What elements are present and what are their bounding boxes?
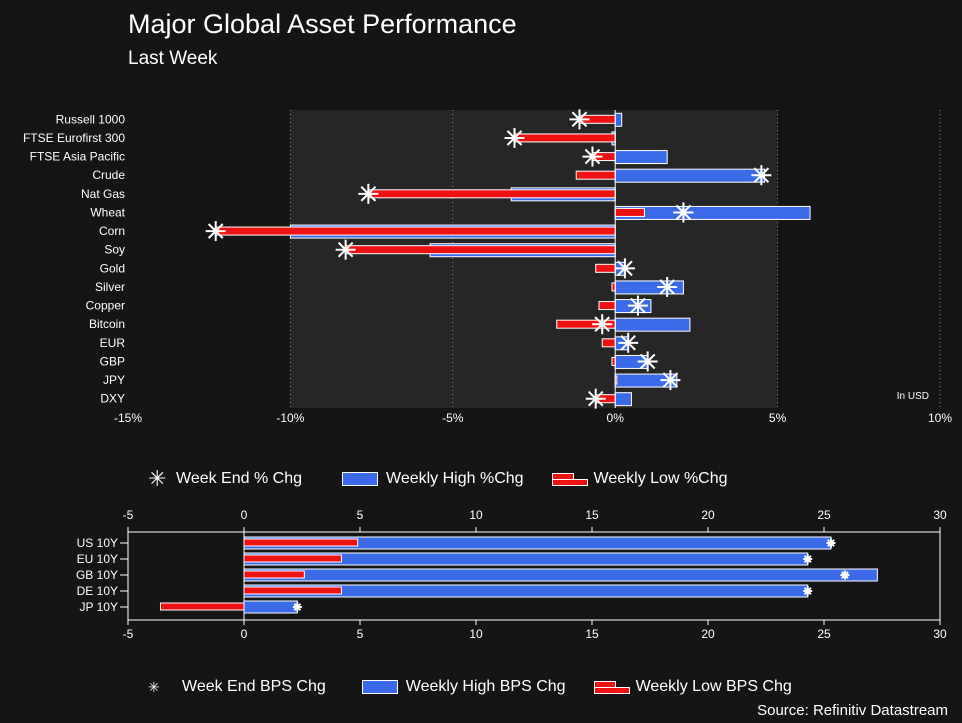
week-end-marker-corn	[205, 221, 226, 242]
category-label-crude: Crude	[92, 168, 125, 182]
x-tick-label: 5%	[769, 411, 787, 425]
week-end-marker-wheat	[673, 202, 694, 223]
low-bar-jp-10y	[159, 602, 245, 611]
week-end-marker-copper	[627, 295, 648, 316]
x-tick-label: -15%	[114, 411, 142, 425]
bond-label-eu-10y: EU 10Y	[77, 552, 118, 566]
week-end-marker-dxy	[585, 388, 606, 409]
low-bar-eu-10y	[243, 554, 342, 563]
bond-label-gb-10y: GB 10Y	[76, 568, 118, 582]
asset-performance-chart: -15% -10% -5% 0% 5% 10% Russell 1000 FTSE Eurof…	[23, 109, 952, 425]
top-axis-label: -5	[123, 508, 134, 522]
legend-week-end-bps-label: Week End BPS Chg	[182, 678, 326, 695]
top-axis-label: 15	[585, 508, 599, 522]
week-end-marker-crude	[751, 165, 772, 186]
plot-area-shaded	[290, 110, 778, 408]
week-end-marker-eur	[618, 332, 639, 353]
bond-label-jp-10y: JP 10Y	[80, 600, 118, 614]
top-axis-label: 5	[357, 508, 364, 522]
week-end-marker-jp-10y	[292, 602, 302, 612]
bottom-axis-label: 10	[469, 627, 483, 641]
category-label-copper: Copper	[86, 299, 125, 313]
bond-label-de-10y: DE 10Y	[77, 584, 118, 598]
category-label-russell-1000: Russell 1000	[56, 112, 126, 126]
week-end-marker-gbp	[637, 351, 658, 372]
category-label-silver: Silver	[95, 280, 125, 294]
bottom-axis-label: 15	[585, 627, 599, 641]
high-bar-gb-10y	[243, 568, 878, 582]
top-axis-label: 20	[701, 508, 715, 522]
legend-weekly-high-bps-label: Weekly High BPS Chg	[405, 678, 566, 695]
category-label-jpy: JPY	[103, 373, 125, 387]
units-annotation: In USD	[897, 391, 929, 402]
category-label-wheat: Wheat	[90, 205, 125, 219]
category-label-bitcoin: Bitcoin	[89, 317, 125, 331]
legend-week-end-label: Week End % Chg	[176, 470, 302, 487]
bottom-axis-label: -5	[123, 627, 134, 641]
week-end-marker-gb-10y	[840, 570, 850, 580]
bottom-axis-label: 30	[933, 627, 947, 641]
source-note: Source: Refinitiv Datastream	[757, 702, 948, 719]
week-end-marker-gold	[614, 258, 635, 279]
weekly-high-swatch-icon	[342, 472, 378, 486]
legend-weekly-high-label: Weekly High %Chg	[386, 470, 524, 487]
week-end-marker-nat-gas	[358, 183, 379, 204]
chart-title: Major Global Asset Performance	[128, 9, 517, 39]
x-tick-label: -5%	[442, 411, 464, 425]
x-tick-label: 10%	[928, 411, 952, 425]
x-tick-label: -10%	[276, 411, 304, 425]
high-bar-jp-10y	[243, 600, 298, 614]
weekly-low-swatch-icon	[551, 473, 588, 486]
chart-subtitle: Last Week	[128, 48, 218, 69]
low-bar-us-10y	[243, 538, 359, 547]
x-tick-label: 0%	[607, 411, 625, 425]
category-label-eur: EUR	[100, 336, 126, 350]
legend-bottom: ✳ Week End BPS Chg Weekly High BPS Chg W…	[148, 678, 792, 696]
legend-weekly-low-label: Weekly Low %Chg	[593, 470, 728, 487]
bond-label-us-10y: US 10Y	[77, 536, 118, 550]
category-label-ftse-asia-pacific: FTSE Asia Pacific	[30, 150, 125, 164]
category-label-gold: Gold	[100, 261, 125, 275]
top-axis-label: 0	[241, 508, 248, 522]
category-label-nat-gas: Nat Gas	[81, 187, 125, 201]
plot-frame	[127, 531, 941, 621]
low-bar-de-10y	[243, 586, 342, 595]
week-end-marker-us-10y	[826, 538, 836, 548]
week-end-marker-silver	[657, 276, 678, 297]
top-axis-label: 10	[469, 508, 483, 522]
category-label-ftse-eurofirst-300: FTSE Eurofirst 300	[23, 131, 125, 145]
week-end-marker-jpy	[660, 370, 681, 391]
legend-top: ✳ Week End % Chg Weekly High %Chg Weekly…	[148, 466, 728, 492]
week-end-marker-ftse-eurofirst-300	[504, 127, 525, 148]
legend-weekly-low-bps-label: Weekly Low BPS Chg	[635, 678, 792, 695]
bottom-axis-label: 5	[357, 627, 364, 641]
weekly-high-bps-swatch-icon	[361, 680, 398, 694]
low-bar-gb-10y	[243, 570, 305, 579]
week-end-marker-icon: ✳	[148, 466, 167, 491]
category-label-dxy: DXY	[100, 392, 125, 406]
category-label-corn: Corn	[99, 224, 125, 238]
week-end-marker-russell-1000	[569, 109, 590, 130]
week-end-marker-soy	[335, 239, 356, 260]
bottom-axis-label: 25	[817, 627, 831, 641]
week-end-marker-de-10y	[803, 586, 813, 596]
top-axis-label: 30	[933, 508, 947, 522]
category-label-gbp: GBP	[100, 354, 125, 368]
week-end-marker-bitcoin	[592, 314, 613, 335]
bottom-axis-label: 0	[241, 627, 248, 641]
top-axis-label: 25	[817, 508, 831, 522]
week-end-marker-ftse-asia-pacific	[582, 146, 603, 167]
week-end-bps-marker-icon: ✳	[148, 678, 160, 695]
bottom-axis-label: 20	[701, 627, 715, 641]
week-end-marker-eu-10y	[803, 554, 813, 564]
category-label-soy: Soy	[104, 243, 125, 257]
weekly-low-bps-swatch-icon	[593, 681, 630, 694]
